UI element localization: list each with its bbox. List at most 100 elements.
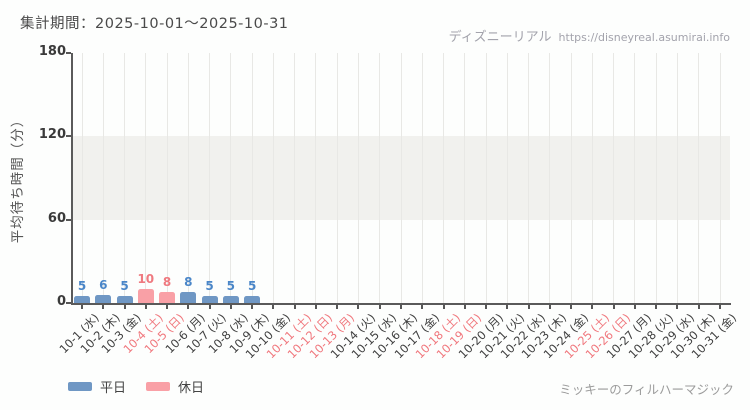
gridline xyxy=(485,53,487,303)
gridline xyxy=(570,53,572,303)
gridline xyxy=(272,53,274,303)
x-tick xyxy=(187,305,190,309)
gridline xyxy=(655,53,657,303)
bar xyxy=(180,291,197,303)
x-tick xyxy=(102,305,105,309)
holiday-color-swatch xyxy=(146,382,171,391)
gridline xyxy=(294,53,296,303)
x-tick xyxy=(719,305,721,309)
x-tick xyxy=(633,305,636,309)
bar-value-label: 5 xyxy=(247,279,257,294)
gridline xyxy=(443,53,445,303)
gridline xyxy=(464,53,466,303)
bar-value-label: 10 xyxy=(137,272,155,287)
gridline xyxy=(528,53,530,303)
gridline xyxy=(209,53,211,303)
legend-item-holiday: 休日 xyxy=(146,377,204,396)
gridline xyxy=(400,53,402,303)
x-tick xyxy=(123,305,126,309)
y-tick xyxy=(66,135,71,138)
x-tick xyxy=(527,305,530,309)
x-tick xyxy=(314,305,317,309)
x-tick xyxy=(697,305,700,309)
y-tick-label: 180 xyxy=(38,44,66,59)
x-tick xyxy=(421,305,424,309)
x-tick xyxy=(144,305,147,309)
bar xyxy=(222,296,239,303)
y-tick-label: 0 xyxy=(56,294,66,309)
attraction-name: ミッキーのフィルハーマジック xyxy=(559,382,734,397)
x-tick xyxy=(81,305,83,309)
x-axis-line xyxy=(71,303,731,305)
gridline xyxy=(634,53,636,303)
y-axis-line xyxy=(71,53,73,305)
gridline xyxy=(102,53,104,303)
gridline xyxy=(166,53,168,303)
x-tick xyxy=(272,305,275,309)
x-tick xyxy=(463,305,466,309)
gridline xyxy=(357,53,359,303)
gridline xyxy=(719,53,721,303)
x-tick xyxy=(612,305,615,309)
x-tick xyxy=(485,305,488,309)
gridline xyxy=(187,53,189,303)
bar-value-label: 8 xyxy=(162,274,172,289)
x-tick xyxy=(506,305,509,309)
y-tick xyxy=(66,52,71,54)
bar xyxy=(159,291,176,303)
bar xyxy=(201,296,218,303)
x-tick xyxy=(570,305,573,309)
bar xyxy=(244,296,261,303)
site-credit: ディズニーリアル https://disneyreal.asumirai.inf… xyxy=(449,26,730,45)
gridline xyxy=(379,53,381,303)
x-tick xyxy=(655,305,658,309)
bar-value-label: 6 xyxy=(99,277,108,292)
site-url: https://disneyreal.asumirai.info xyxy=(558,31,730,44)
y-tick xyxy=(66,218,71,221)
gridline xyxy=(698,53,700,303)
weekday-color-swatch xyxy=(68,382,92,391)
bar-value-label: 5 xyxy=(205,279,214,294)
gridline xyxy=(145,53,147,303)
gridline xyxy=(591,53,593,303)
x-tick xyxy=(251,305,254,309)
gridline xyxy=(676,53,678,303)
y-tick xyxy=(66,302,71,304)
x-tick xyxy=(548,305,551,309)
legend-label-weekday: 平日 xyxy=(100,381,127,396)
x-tick xyxy=(442,305,445,309)
x-tick xyxy=(166,305,169,309)
x-tick xyxy=(591,305,594,309)
gridline xyxy=(124,53,126,303)
gridline xyxy=(421,53,423,303)
legend: 平日 休日 xyxy=(68,377,204,396)
x-tick xyxy=(357,305,360,309)
legend-item-weekday: 平日 xyxy=(68,377,126,396)
bar xyxy=(95,294,112,303)
bar-value-label: 5 xyxy=(77,279,87,294)
gridline xyxy=(336,53,338,303)
bar-value-label: 5 xyxy=(120,279,129,294)
y-tick-label: 120 xyxy=(38,127,66,143)
gridline xyxy=(613,53,615,303)
x-tick xyxy=(229,305,232,309)
bar xyxy=(116,296,133,303)
gridline xyxy=(81,53,83,303)
bar-value-label: 8 xyxy=(184,274,193,289)
gridline xyxy=(315,53,317,303)
gridline xyxy=(549,53,551,303)
gridline xyxy=(230,53,232,303)
period-label: 集計期間：2025-10-01～2025-10-31 xyxy=(20,16,289,32)
site-name: ディズニーリアル xyxy=(448,30,552,45)
x-tick xyxy=(208,305,211,309)
x-tick xyxy=(378,305,381,309)
gridline xyxy=(506,53,508,303)
bar-value-label: 5 xyxy=(226,279,236,294)
y-tick-label: 60 xyxy=(47,210,66,226)
x-tick xyxy=(336,305,339,309)
gridline xyxy=(251,53,253,303)
x-tick xyxy=(400,305,402,309)
x-tick xyxy=(676,305,679,309)
